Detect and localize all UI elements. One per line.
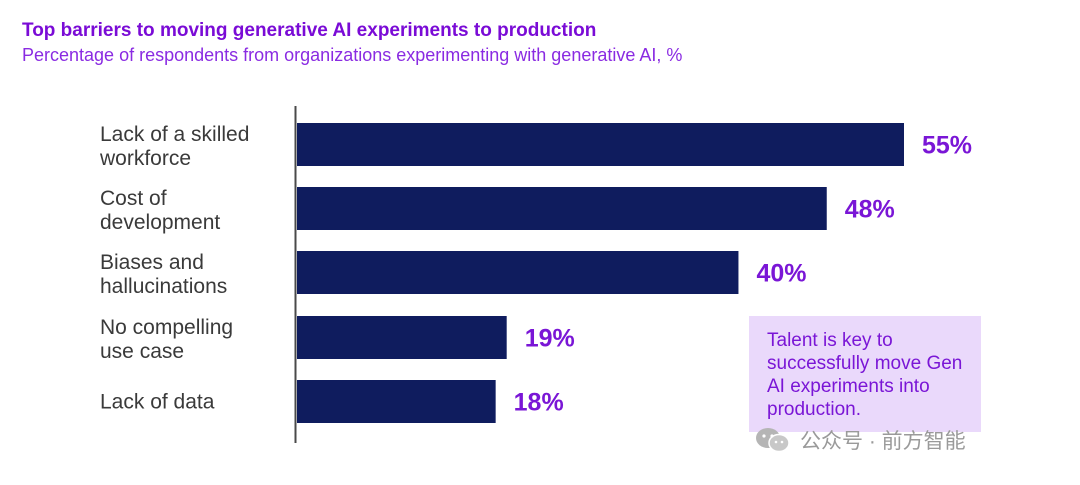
value-label-4: 18%	[514, 389, 564, 417]
value-label-3: 19%	[525, 325, 575, 353]
bar-0	[297, 123, 904, 166]
value-label-2: 40%	[756, 260, 806, 288]
bar-2	[297, 251, 739, 294]
value-label-0: 55%	[922, 132, 972, 160]
callout-box: Talent is key to successfully move Gen A…	[749, 316, 981, 432]
category-label-3: No compelling use case	[100, 316, 233, 363]
watermark: 公众号 · 前方智能	[754, 425, 966, 455]
callout-text: Talent is key to successfully move Gen A…	[767, 330, 963, 420]
wechat-icon	[756, 428, 790, 453]
chart-title: Top barriers to moving generative AI exp…	[22, 20, 597, 41]
category-label-0: Lack of a skilled workforce	[99, 123, 249, 170]
category-label-4: Lack of data	[100, 391, 215, 414]
chart-subtitle: Percentage of respondents from organizat…	[22, 45, 683, 65]
category-label-1: Cost of development	[100, 187, 220, 234]
category-label-2: Biases and hallucinations	[100, 251, 227, 298]
value-label-1: 48%	[845, 196, 895, 224]
bar-3	[297, 316, 507, 359]
bar-1	[297, 187, 827, 230]
bar-4	[297, 380, 496, 423]
watermark-text: 公众号 · 前方智能	[800, 430, 966, 453]
